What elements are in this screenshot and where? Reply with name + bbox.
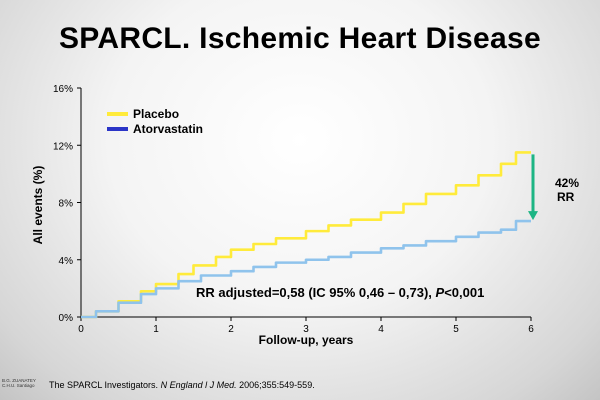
- x-axis-label: Follow-up, years: [259, 333, 354, 347]
- rr-annotation: 42% RR: [528, 154, 579, 221]
- x-tick-label: 1: [153, 324, 159, 335]
- series-line-placebo: [81, 151, 531, 319]
- citation-authors: The SPARCL Investigators.: [49, 380, 159, 390]
- rr-arrow-head: [528, 211, 538, 221]
- rr-label: RR: [557, 190, 575, 204]
- y-tick-label: 12%: [53, 141, 73, 152]
- stat-main: RR adjusted=0,58 (IC 95% 0,46 – 0,73),: [196, 285, 436, 300]
- x-tick-label: 5: [453, 324, 459, 335]
- legend-label-placebo: Placebo: [133, 107, 179, 121]
- x-axis-ticks: 0 1 2 3 4 5 6: [78, 317, 534, 335]
- y-axis-ticks: 0% 4% 8% 12% 16%: [53, 84, 81, 324]
- author-watermark: B.G. ZUANATEY C.H.U. Santiago: [2, 378, 36, 388]
- y-tick-label: 8%: [59, 199, 74, 210]
- y-axis-label: All events (%): [31, 166, 45, 245]
- stat-p: P: [436, 285, 445, 300]
- x-tick-label: 6: [528, 324, 534, 335]
- y-tick-label: 4%: [59, 256, 74, 267]
- legend: Placebo Atorvastatin: [107, 107, 203, 136]
- slide-title: SPARCL. Ischemic Heart Disease: [59, 22, 541, 55]
- x-tick-label: 4: [378, 324, 384, 335]
- series-layer: [81, 151, 531, 319]
- rr-percent-label: 42%: [555, 176, 579, 190]
- rr-adjusted-stat: RR adjusted=0,58 (IC 95% 0,46 – 0,73), P…: [196, 285, 484, 300]
- author-line-1: B.G. ZUANATEY: [2, 378, 36, 383]
- author-line-2: C.H.U. Santiago: [2, 383, 35, 388]
- series-line-atorvastatin: [81, 219, 531, 319]
- y-tick-label: 16%: [53, 84, 73, 95]
- plot-area: 0% 4% 8% 12% 16% 0 1 2 3 4 5 6: [53, 84, 534, 335]
- citation: The SPARCL Investigators. N England l J …: [49, 380, 315, 390]
- y-tick-label: 0%: [59, 313, 74, 324]
- legend-label-atorvastatin: Atorvastatin: [133, 122, 203, 136]
- x-tick-label: 2: [228, 324, 234, 335]
- x-tick-label: 3: [303, 324, 309, 335]
- stat-p-value: <0,001: [444, 285, 484, 300]
- x-tick-label: 0: [78, 324, 84, 335]
- citation-journal: N England l J Med.: [160, 380, 237, 390]
- citation-ref: 2006;355:549-559.: [239, 380, 315, 390]
